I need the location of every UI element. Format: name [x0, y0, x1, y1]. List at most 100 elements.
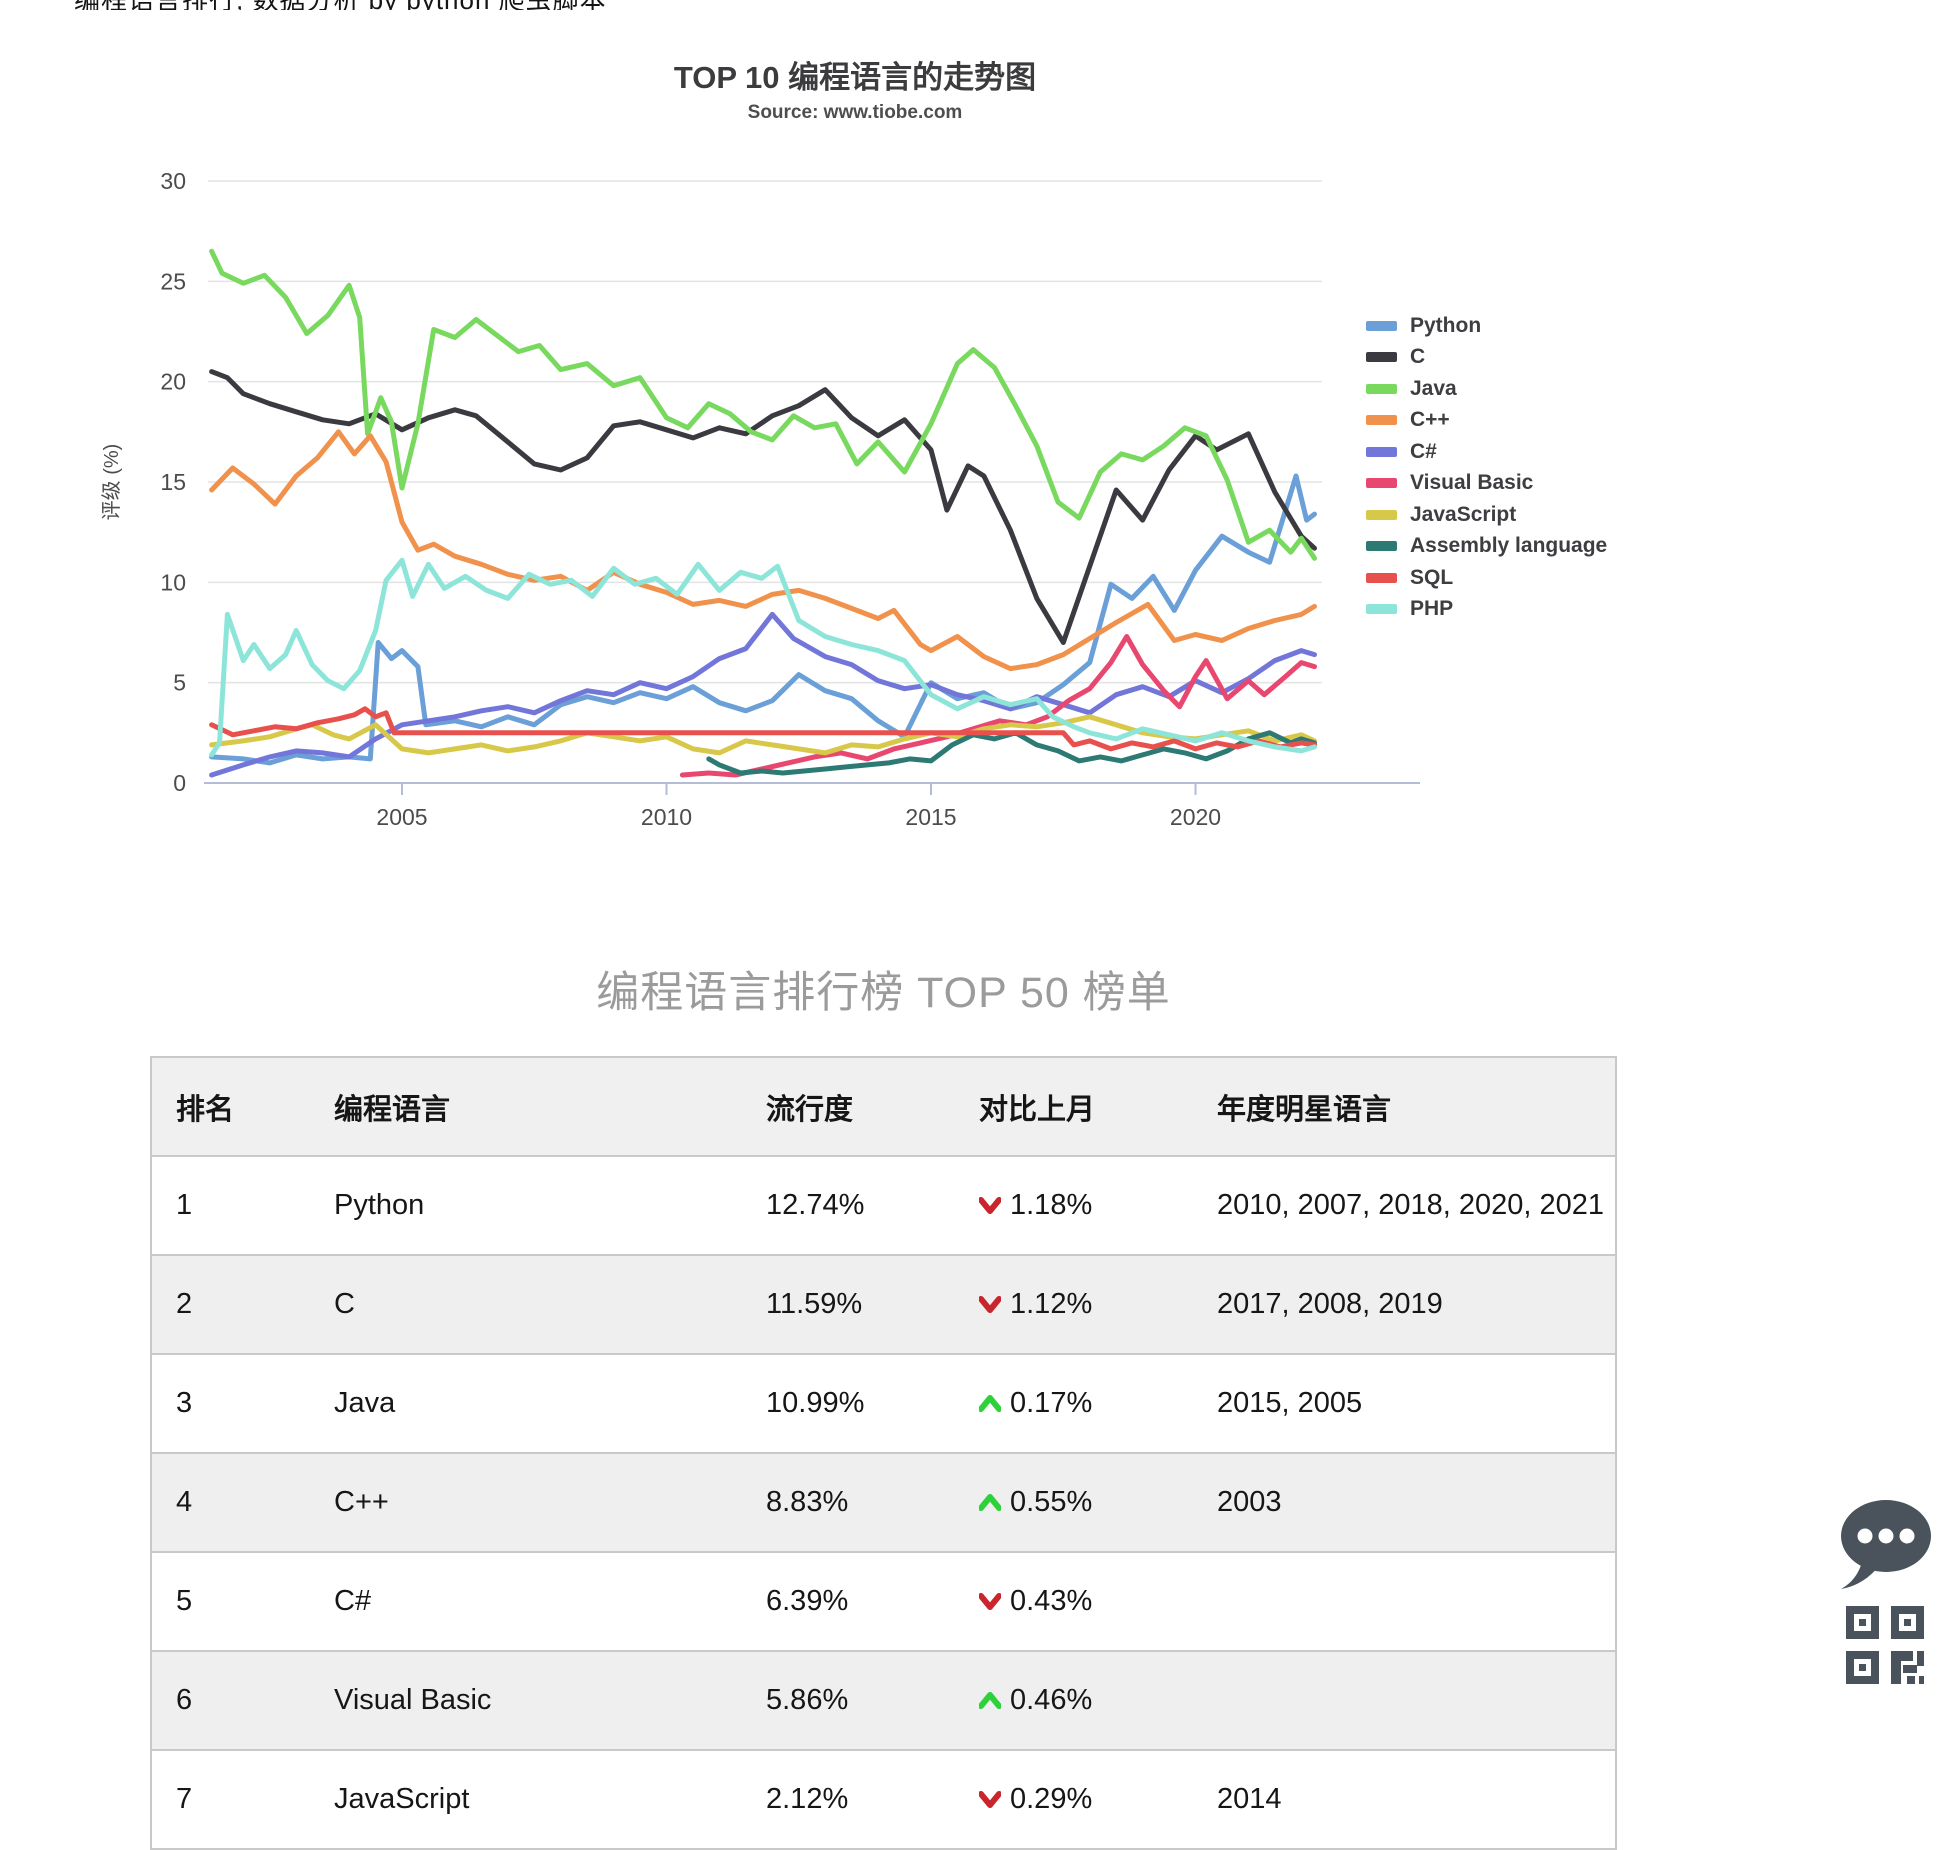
- column-header-star-years: 年度明星语言: [1193, 1057, 1616, 1157]
- change-value: 0.17%: [1010, 1387, 1093, 1419]
- rank-cell: 4: [176, 1486, 193, 1518]
- chart-legend: Python C Java C++ C# Visual Basic JavaScript As…: [1366, 310, 1607, 625]
- y-tick-label: 20: [160, 369, 186, 395]
- star-years-cell: 2003: [1217, 1486, 1282, 1518]
- star-years-cell: [1193, 1552, 1616, 1651]
- legend-label: Assembly language: [1410, 534, 1608, 558]
- popularity-cell: 8.83%: [766, 1486, 849, 1518]
- series-line-visual-basic: [679, 634, 1317, 778]
- legend-item-visual-basic: Visual Basic: [1366, 468, 1607, 500]
- legend-label: C#: [1410, 439, 1437, 463]
- legend-label: Visual Basic: [1410, 471, 1534, 495]
- series-line-sql: [209, 706, 1317, 752]
- series-line-java: [209, 248, 1317, 561]
- table-row-visual-basic: 6 Visual Basic 5.86% 0.46%: [151, 1651, 1616, 1750]
- legend-label: Java: [1410, 376, 1457, 400]
- change-value: 0.29%: [1010, 1783, 1093, 1815]
- ranking-heading: 编程语言排行榜 TOP 50 榜单: [596, 969, 1171, 1017]
- legend-item-c: C: [1366, 342, 1607, 374]
- legend-item-javascript: JavaScript: [1366, 499, 1607, 531]
- floating-action-icons: [1836, 1496, 1936, 1684]
- legend-label: SQL: [1410, 565, 1454, 589]
- change-cell: 0.17%: [955, 1354, 1193, 1453]
- legend-swatch: [1366, 383, 1397, 394]
- language-cell: Java: [334, 1387, 396, 1419]
- change-value: 0.55%: [1010, 1486, 1093, 1518]
- arrow-down-icon: [979, 1296, 1001, 1313]
- y-tick-label: 5: [173, 670, 186, 696]
- y-tick-label: 30: [160, 168, 186, 194]
- arrow-down-icon: [979, 1197, 1001, 1214]
- rank-cell: 5: [176, 1585, 193, 1617]
- arrow-up-icon: [979, 1692, 1001, 1709]
- comment-bubble-icon[interactable]: [1836, 1496, 1932, 1592]
- legend-label: C++: [1410, 408, 1450, 432]
- language-cell: C++: [334, 1486, 389, 1518]
- legend-item-java: Java: [1366, 373, 1607, 405]
- y-axis-title: 评级 (%): [100, 444, 123, 521]
- qr-code-icon[interactable]: [1846, 1606, 1924, 1684]
- table-row-java: 3 Java 10.99% 0.17% 2015, 2005: [151, 1354, 1616, 1453]
- clipped-top-text: 编程语言排行, 数据分析 by python 爬虫脚本: [74, 0, 607, 10]
- rank-cell: 2: [176, 1288, 193, 1320]
- legend-label: PHP: [1410, 597, 1454, 621]
- column-header-language: 编程语言: [310, 1057, 742, 1157]
- trend-line-chart: 0 5 10 15 20 25 30 2005 2010 2015 2020 评级 (%): [100, 168, 1420, 830]
- legend-swatch: [1366, 352, 1397, 363]
- series-line-python: [209, 473, 1317, 766]
- table-header-row: 排名 编程语言 流行度 对比上月 年度明星语言: [151, 1057, 1616, 1157]
- x-tick-label: 2010: [641, 804, 692, 830]
- change-value: 0.46%: [1010, 1684, 1093, 1716]
- arrow-down-icon: [979, 1593, 1001, 1610]
- language-cell: JavaScript: [334, 1783, 470, 1815]
- change-value: 1.18%: [1010, 1189, 1093, 1221]
- language-cell: C: [334, 1288, 355, 1320]
- star-years-cell: 2014: [1217, 1783, 1282, 1815]
- series-line-c-: [209, 611, 1317, 778]
- table-row-c-: 5 C# 6.39% 0.43%: [151, 1552, 1616, 1651]
- change-cell: 1.18%: [955, 1156, 1193, 1255]
- popularity-cell: 6.39%: [766, 1585, 849, 1617]
- legend-swatch: [1366, 415, 1397, 426]
- y-tick-label: 0: [173, 770, 186, 796]
- legend-item-php: PHP: [1366, 594, 1607, 626]
- arrow-up-icon: [979, 1395, 1001, 1412]
- change-value: 0.43%: [1010, 1585, 1093, 1617]
- legend-swatch: [1366, 541, 1397, 552]
- series-line-c-: [209, 429, 1317, 672]
- table-row-c: 2 C 11.59% 1.12% 2017, 2008, 2019: [151, 1255, 1616, 1354]
- legend-swatch: [1366, 446, 1397, 457]
- arrow-down-icon: [979, 1791, 1001, 1808]
- legend-swatch: [1366, 509, 1397, 520]
- star-years-cell: 2010, 2007, 2018, 2020, 2021: [1217, 1189, 1605, 1221]
- legend-label: C: [1410, 345, 1426, 369]
- change-cell: 0.46%: [955, 1651, 1193, 1750]
- language-cell: C#: [334, 1585, 372, 1617]
- chart-title: TOP 10 编程语言的走势图: [673, 60, 1037, 95]
- legend-item-python: Python: [1366, 310, 1607, 342]
- column-header-popularity: 流行度: [742, 1057, 955, 1157]
- legend-label: JavaScript: [1410, 502, 1517, 526]
- legend-swatch: [1366, 572, 1397, 583]
- legend-item-c-: C++: [1366, 405, 1607, 437]
- rank-cell: 6: [176, 1684, 193, 1716]
- y-tick-label: 10: [160, 569, 186, 595]
- legend-swatch: [1366, 320, 1397, 331]
- column-header-change: 对比上月: [955, 1057, 1193, 1157]
- legend-swatch: [1366, 604, 1397, 615]
- legend-item-c-: C#: [1366, 436, 1607, 468]
- rank-cell: 1: [176, 1189, 193, 1221]
- star-years-cell: 2017, 2008, 2019: [1217, 1288, 1443, 1320]
- table-row-javascript: 7 JavaScript 2.12% 0.29% 2014: [151, 1750, 1616, 1849]
- change-cell: 1.12%: [955, 1255, 1193, 1354]
- series-line-php: [209, 557, 1317, 758]
- rank-cell: 7: [176, 1783, 193, 1815]
- ranking-table: 排名 编程语言 流行度 对比上月 年度明星语言 1 Python 12.74% 1.1…: [150, 1056, 1617, 1850]
- x-tick-label: 2020: [1170, 804, 1221, 830]
- language-cell: Visual Basic: [334, 1684, 492, 1716]
- y-tick-label: 25: [160, 268, 186, 294]
- change-cell: 0.43%: [955, 1552, 1193, 1651]
- table-row-c-: 4 C++ 8.83% 0.55% 2003: [151, 1453, 1616, 1552]
- arrow-up-icon: [979, 1494, 1001, 1511]
- star-years-cell: 2015, 2005: [1217, 1387, 1363, 1419]
